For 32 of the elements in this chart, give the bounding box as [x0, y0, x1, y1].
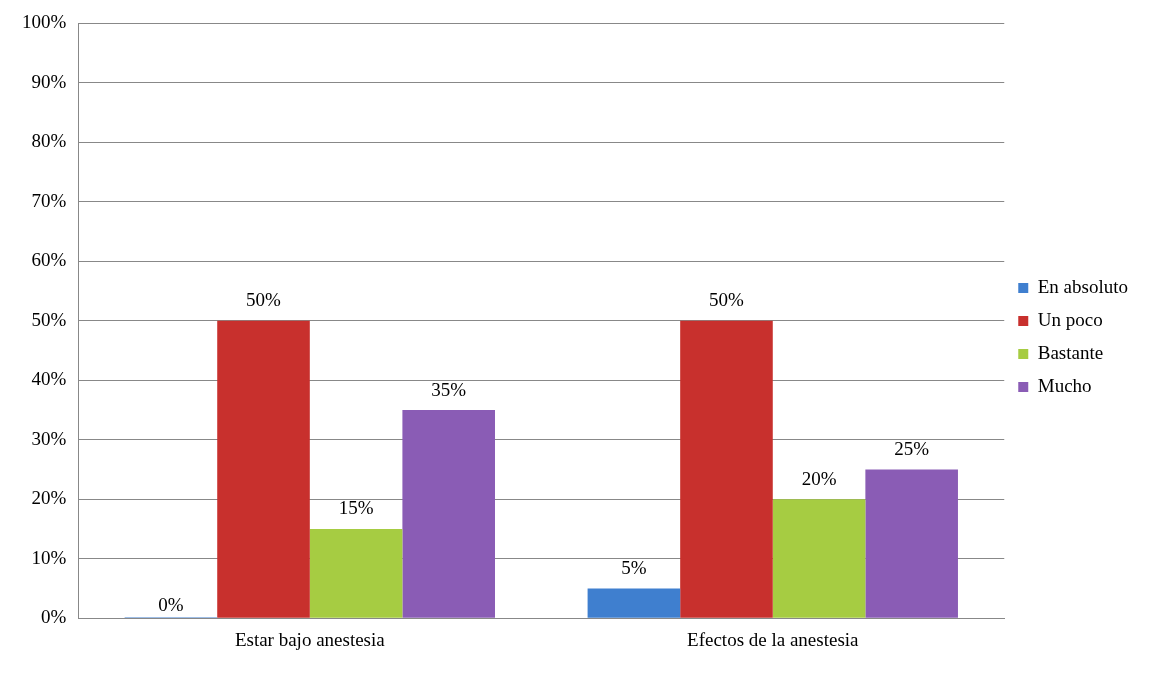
data-label: 25% — [894, 437, 930, 459]
y-tick-label: 50% — [31, 308, 67, 330]
y-tick-label: 80% — [31, 130, 67, 152]
y-tick-label: 100% — [22, 11, 67, 33]
bar — [865, 469, 958, 618]
x-tick-label: Efectos de la anestesia — [687, 628, 860, 650]
bar — [217, 320, 310, 618]
data-label: 35% — [431, 378, 467, 400]
y-tick-label: 60% — [31, 249, 67, 271]
x-tick-label: Estar bajo anestesia — [234, 628, 386, 650]
y-tick-label: 40% — [31, 368, 67, 390]
legend-label: Mucho — [1037, 374, 1092, 396]
data-label: 15% — [338, 497, 374, 519]
y-tick-label: 10% — [31, 546, 67, 568]
data-label: 50% — [246, 289, 282, 311]
y-tick-label: 0% — [41, 606, 67, 628]
legend-label: En absoluto — [1037, 275, 1129, 297]
data-label: 0% — [158, 593, 184, 615]
data-label: 50% — [709, 289, 745, 311]
bar — [772, 499, 866, 618]
legend-label: Un poco — [1037, 308, 1103, 330]
y-tick-label: 70% — [31, 189, 67, 211]
data-label: 5% — [621, 556, 647, 578]
bar — [402, 410, 495, 618]
data-label: 20% — [801, 467, 837, 489]
bar — [680, 320, 773, 618]
y-tick-label: 90% — [31, 70, 67, 92]
bar — [309, 528, 403, 618]
legend-label: Bastante — [1037, 341, 1104, 363]
y-tick-label: 20% — [31, 487, 67, 509]
y-tick-label: 30% — [31, 427, 67, 449]
bar — [587, 588, 681, 618]
